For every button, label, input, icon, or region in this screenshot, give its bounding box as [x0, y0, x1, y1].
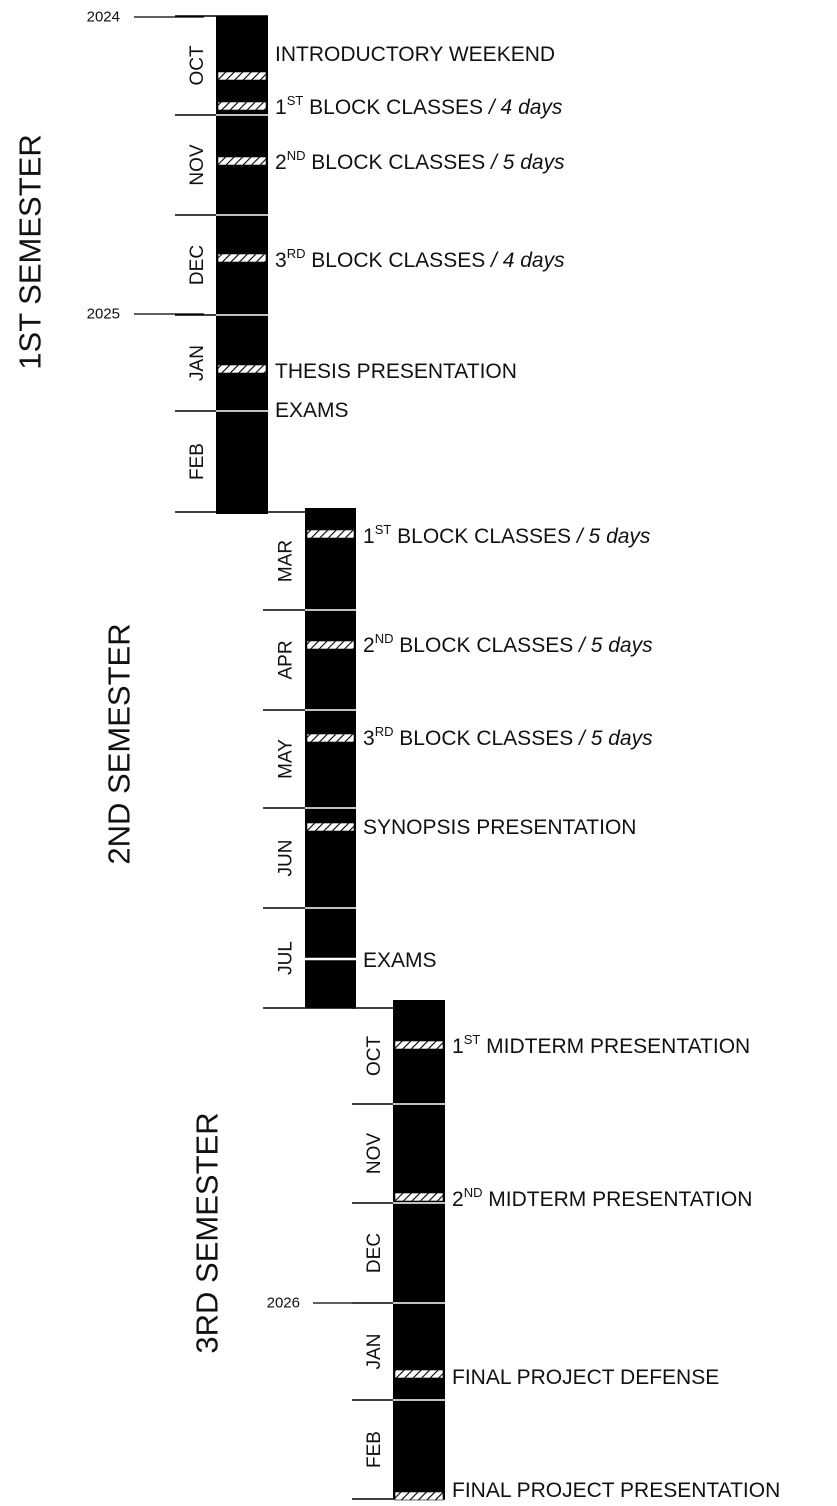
- month-column: OCT NOV DEC JAN FEB MAR APR MAY JUN JUL OCT NOV DEC J…: [175, 15, 445, 1500]
- event-hatch-marker: [217, 71, 267, 81]
- event-label: INTRODUCTORY WEEKEND: [275, 43, 555, 66]
- month-label: FEB: [364, 1431, 385, 1468]
- event-hatch-marker: [306, 822, 355, 832]
- event-label: 1ST MIDTERM PRESENTATION: [452, 1032, 750, 1058]
- event-hatch-marker: [217, 253, 267, 263]
- semester-bar-1: [216, 16, 268, 514]
- month-label: JAN: [364, 1334, 385, 1370]
- year-label: 2024: [87, 9, 120, 26]
- event-hatch-marker: [394, 1192, 444, 1202]
- event-hatch-marker: [217, 156, 267, 166]
- month-label: DEC: [187, 245, 208, 285]
- month-label: MAY: [276, 739, 297, 779]
- semester-label: 2ND SEMESTER: [102, 623, 137, 864]
- month-label: OCT: [364, 1036, 385, 1077]
- event-label: 3RD BLOCK CLASSES / 5 days: [363, 724, 653, 750]
- semester-label: 3RD SEMESTER: [190, 1112, 225, 1353]
- month-label: NOV: [187, 144, 208, 186]
- month-label: APR: [276, 640, 297, 679]
- event-hatch-marker: [306, 529, 355, 539]
- event-label: SYNOPSIS PRESENTATION: [363, 816, 636, 839]
- event-hatch-marker: [306, 640, 355, 650]
- semester-bar-3: [393, 1000, 445, 1499]
- event-label: 2ND BLOCK CLASSES / 5 days: [275, 148, 565, 174]
- month-label: MAR: [276, 540, 297, 582]
- event-label: THESIS PRESENTATION: [275, 360, 517, 383]
- event-hatch-marker: [217, 101, 267, 111]
- event-label: 2ND MIDTERM PRESENTATION: [452, 1185, 752, 1211]
- event-hatch-marker: [394, 1369, 444, 1379]
- semester-labels: 1ST SEMESTER 2ND SEMESTER 3RD SEMESTER: [13, 134, 225, 1353]
- semester-label: 1ST SEMESTER: [13, 134, 48, 369]
- month-label: JUL: [276, 941, 297, 975]
- month-label: NOV: [364, 1133, 385, 1175]
- event-hatch-marker: [394, 1040, 444, 1050]
- event-label: FINAL PROJECT PRESENTATION: [452, 1479, 780, 1502]
- month-label: DEC: [364, 1233, 385, 1273]
- event-label: 3RD BLOCK CLASSES / 4 days: [275, 246, 565, 272]
- event-label: 1ST BLOCK CLASSES / 4 days: [275, 93, 563, 119]
- year-markers: 2024 2025 2026: [87, 9, 352, 1312]
- event-label: 1ST BLOCK CLASSES / 5 days: [363, 522, 651, 548]
- semester-bars: [216, 16, 445, 1499]
- month-label: JUN: [276, 840, 297, 877]
- event-label: FINAL PROJECT DEFENSE: [452, 1366, 719, 1389]
- year-label: 2025: [87, 306, 120, 323]
- event-hatch-marker: [306, 733, 355, 743]
- month-label: OCT: [187, 45, 208, 86]
- month-label: FEB: [187, 443, 208, 480]
- event-label: EXAMS: [275, 399, 349, 422]
- event-hatch-marker: [394, 1491, 444, 1501]
- event-list: INTRODUCTORY WEEKEND 1ST BLOCK CLASSES / …: [217, 43, 780, 1502]
- event-label: 2ND BLOCK CLASSES / 5 days: [363, 631, 653, 657]
- month-label: JAN: [187, 345, 208, 381]
- event-hatch-marker: [217, 364, 267, 374]
- event-label: EXAMS: [363, 949, 437, 972]
- semester-bar-2: [305, 508, 356, 1008]
- year-label: 2026: [267, 1295, 300, 1312]
